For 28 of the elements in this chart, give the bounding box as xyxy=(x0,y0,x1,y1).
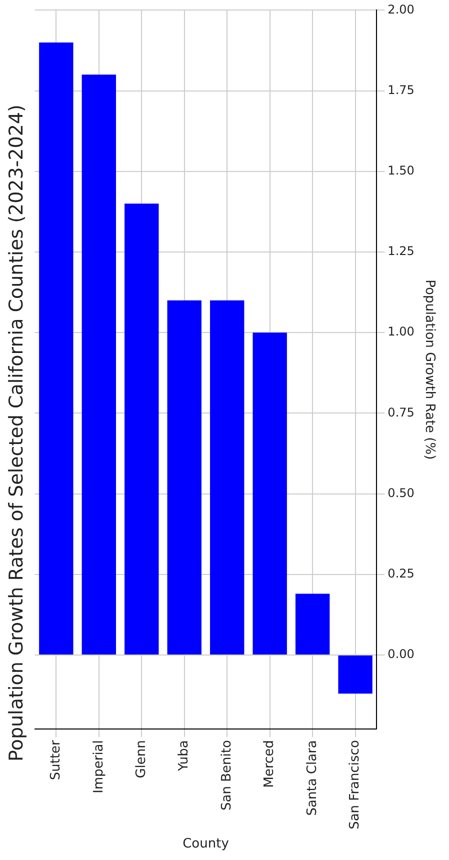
bar xyxy=(252,332,287,654)
y-tick-label: 1.75 xyxy=(388,82,414,97)
y-tick-label: 0.75 xyxy=(388,405,414,420)
y-tick-label: 1.25 xyxy=(388,244,414,258)
bar xyxy=(124,204,159,654)
bar xyxy=(338,655,372,694)
x-tick-label: Sutter xyxy=(48,739,64,780)
x-tick-label: Yuba xyxy=(176,740,192,772)
bar xyxy=(39,42,74,654)
y-tick-label: 0.25 xyxy=(388,566,414,580)
y-tick-label: 0.00 xyxy=(388,647,414,662)
x-tick-label: Merced xyxy=(262,740,278,788)
x-tick-label: Imperial xyxy=(91,740,106,794)
x-tick-label: San Francisco xyxy=(348,740,363,830)
bar xyxy=(210,300,244,654)
bar xyxy=(167,300,202,654)
y-tick-label: 1.00 xyxy=(388,324,414,339)
x-tick-label: Glenn xyxy=(134,740,150,778)
y-tick-label: 1.50 xyxy=(388,164,414,178)
x-axis-title: County xyxy=(182,836,230,852)
y-tick-label: 0.50 xyxy=(388,486,414,500)
bar xyxy=(82,74,116,654)
text: Population Growth Rates of Selected California Counties (2023-2024) xyxy=(5,104,28,762)
y-tick-label: 2.00 xyxy=(388,2,414,16)
x-tick-label: San Benito xyxy=(219,740,234,811)
x-tick-label: Santa Clara xyxy=(304,740,320,816)
y-axis-title: Population Growth Rate (%) xyxy=(422,280,437,460)
bar xyxy=(295,594,330,654)
